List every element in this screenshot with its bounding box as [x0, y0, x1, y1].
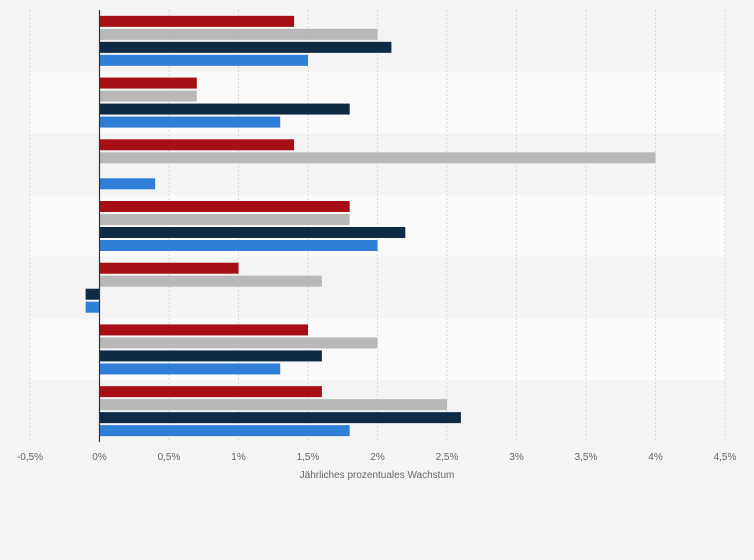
bar[interactable]	[99, 386, 322, 398]
x-tick-label: 1,5%	[297, 452, 320, 463]
bar[interactable]	[99, 15, 295, 27]
bar[interactable]	[99, 399, 448, 411]
x-tick-label: 4%	[648, 452, 663, 463]
bar[interactable]	[99, 214, 350, 225]
x-tick-label: 3,5%	[575, 452, 598, 463]
bar[interactable]	[99, 275, 322, 287]
bar[interactable]	[99, 77, 197, 89]
bar[interactable]	[99, 41, 392, 53]
bar[interactable]	[99, 201, 350, 212]
bar[interactable]	[99, 350, 322, 362]
x-tick-label: 0%	[92, 452, 107, 463]
bar[interactable]	[99, 54, 309, 66]
x-tick-label: 4,5%	[714, 452, 737, 463]
bar[interactable]	[99, 262, 239, 274]
bar[interactable]	[85, 288, 100, 300]
x-tick-label: 2%	[370, 452, 385, 463]
bar[interactable]	[99, 425, 350, 437]
x-tick-labels: -0,5% 0% 0,5% 1% 1,5% 2% 2,5% 3% 3,5% 4% 4,5%	[17, 452, 737, 463]
bar[interactable]	[99, 337, 378, 349]
x-tick-label: 2,5%	[436, 452, 459, 463]
bar[interactable]	[99, 227, 406, 238]
bar[interactable]	[99, 412, 461, 424]
bar[interactable]	[99, 90, 197, 102]
bar[interactable]	[99, 363, 281, 375]
bars	[85, 15, 656, 437]
x-axis-title: Jährliches prozentuales Wachstum	[300, 470, 455, 481]
bar[interactable]	[99, 103, 350, 115]
bar[interactable]	[99, 240, 378, 251]
x-tick-label: 3%	[509, 452, 524, 463]
bar[interactable]	[99, 324, 309, 336]
bar[interactable]	[99, 116, 281, 128]
bar[interactable]	[99, 28, 378, 40]
bar[interactable]	[99, 178, 156, 190]
bar[interactable]	[99, 152, 656, 164]
x-tick-label: 1%	[231, 452, 246, 463]
bar[interactable]	[85, 301, 100, 313]
x-tick-label: 0,5%	[158, 452, 181, 463]
bar[interactable]	[99, 139, 295, 151]
x-tick-label: -0,5%	[17, 452, 43, 463]
